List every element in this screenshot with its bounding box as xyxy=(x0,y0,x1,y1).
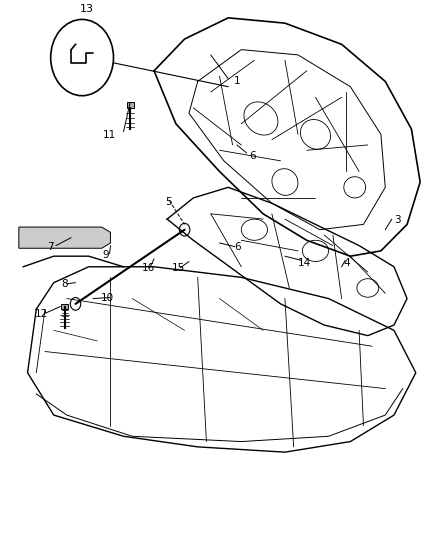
Text: 6: 6 xyxy=(248,150,255,160)
Text: 1: 1 xyxy=(233,76,240,86)
FancyBboxPatch shape xyxy=(61,304,68,309)
Text: 11: 11 xyxy=(103,131,116,140)
Text: 9: 9 xyxy=(102,250,109,260)
FancyBboxPatch shape xyxy=(126,101,133,108)
Text: 15: 15 xyxy=(171,263,184,273)
Text: 16: 16 xyxy=(142,263,155,273)
Text: 5: 5 xyxy=(164,197,171,207)
Text: 8: 8 xyxy=(61,279,68,289)
Text: 13: 13 xyxy=(79,4,93,14)
Text: 12: 12 xyxy=(35,310,48,319)
Polygon shape xyxy=(19,227,110,248)
Text: 4: 4 xyxy=(343,257,350,268)
Text: 14: 14 xyxy=(297,257,311,268)
Text: 7: 7 xyxy=(47,242,53,252)
Text: 10: 10 xyxy=(100,293,113,303)
Text: 6: 6 xyxy=(234,242,240,252)
Text: 3: 3 xyxy=(393,215,400,225)
